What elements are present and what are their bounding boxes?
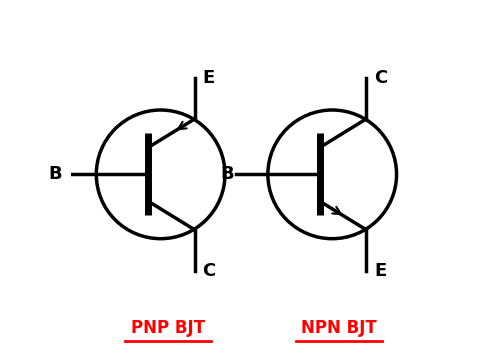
- Text: B: B: [220, 166, 234, 183]
- Text: PNP BJT: PNP BJT: [131, 319, 205, 337]
- Text: C: C: [374, 69, 388, 87]
- Text: E: E: [374, 262, 386, 280]
- Text: C: C: [202, 262, 215, 280]
- Text: E: E: [202, 69, 214, 87]
- Text: B: B: [48, 166, 62, 183]
- Text: NPN BJT: NPN BJT: [302, 319, 377, 337]
